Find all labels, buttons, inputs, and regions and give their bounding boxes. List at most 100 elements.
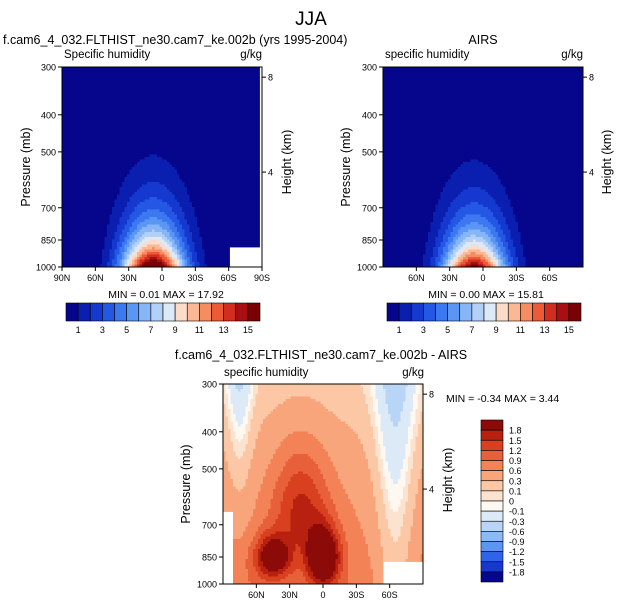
- colorbar-box: [447, 302, 461, 322]
- contour-cell: [253, 554, 259, 557]
- contour-cell: [420, 554, 424, 557]
- contour-cell: [418, 479, 424, 482]
- colorbar-box: [480, 520, 504, 532]
- contour-cell: [248, 436, 259, 440]
- x-tick-label: 60N: [408, 273, 425, 283]
- contour-cell: [450, 177, 499, 180]
- contour-cell: [167, 264, 170, 268]
- contour-cell: [378, 466, 384, 470]
- contour-cell: [378, 519, 389, 522]
- contour-cell: [510, 249, 516, 253]
- contour-cell: [313, 459, 331, 462]
- contour-cell: [62, 129, 260, 133]
- contour-cell: [400, 471, 406, 475]
- contour-cell: [378, 436, 384, 440]
- contour-cell: [204, 249, 230, 253]
- contour-cell: [383, 224, 431, 228]
- contour-cell: [518, 229, 584, 233]
- contour-cell: [458, 264, 461, 268]
- contour-cell: [62, 217, 110, 220]
- contour-cell: [127, 254, 130, 258]
- contour-cell: [368, 544, 381, 547]
- contour-cell: [177, 217, 185, 220]
- contour-cell: [348, 574, 374, 577]
- contour-cell: [117, 229, 123, 233]
- contour-cell: [233, 551, 249, 555]
- colorbar-box: [126, 302, 140, 322]
- contour-cell: [243, 421, 249, 425]
- contour-cell: [187, 259, 190, 263]
- contour-cell: [293, 506, 316, 510]
- contour-cell: [473, 239, 476, 243]
- contour-cell: [333, 501, 351, 505]
- contour-cell: [380, 456, 386, 460]
- contour-cell: [438, 249, 444, 253]
- contour-cell: [134, 192, 173, 195]
- contour-cell: [273, 524, 291, 527]
- contour-cell: [330, 491, 346, 495]
- contour-cell: [147, 244, 160, 248]
- contour-cell: [258, 574, 269, 577]
- contour-cell: [223, 416, 229, 420]
- contour-cell: [453, 237, 459, 240]
- contour-cell: [172, 244, 178, 248]
- contour-cell: [403, 514, 414, 517]
- contour-cell: [245, 429, 251, 432]
- contour-cell: [233, 481, 246, 485]
- contour-cell: [440, 192, 461, 195]
- contour-cell: [199, 232, 260, 235]
- contour-cell: [293, 554, 304, 557]
- contour-cell: [285, 569, 296, 572]
- y-tick-label: 400: [362, 110, 377, 120]
- contour-cell: [328, 521, 336, 525]
- contour-cell: [388, 496, 404, 500]
- contour-cell: [375, 444, 381, 447]
- contour-cell: [460, 227, 489, 230]
- contour-cell: [338, 471, 371, 475]
- contour-cell: [458, 257, 464, 260]
- colorbar-box: [211, 302, 224, 322]
- colorbar-label: -0.9: [509, 537, 525, 547]
- contour-cell: [172, 254, 178, 258]
- contour-cell: [510, 232, 521, 235]
- contour-cell: [423, 262, 431, 265]
- contour-cell: [142, 227, 163, 230]
- contour-cell: [383, 232, 429, 235]
- contour-cell: [443, 247, 449, 250]
- contour-cell: [383, 252, 426, 255]
- contour-cell: [233, 546, 249, 550]
- contour-cell: [465, 224, 484, 228]
- contour-cell: [343, 556, 349, 560]
- contour-cell: [238, 421, 244, 425]
- contour-cell: [333, 519, 341, 522]
- contour-cell: [363, 386, 371, 390]
- contour-cell: [365, 401, 374, 405]
- colorbar-box: [138, 302, 152, 322]
- contour-cell: [245, 479, 264, 482]
- contour-cell: [383, 384, 409, 387]
- contour-cell: [425, 247, 434, 250]
- contour-cell: [408, 494, 416, 497]
- contour-cell: [313, 481, 326, 485]
- contour-cell: [485, 264, 491, 268]
- contour-cell: [174, 252, 178, 255]
- contour-cell: [122, 264, 125, 268]
- contour-cell: [179, 202, 193, 205]
- contour-cell: [308, 559, 336, 562]
- contour-cell: [515, 247, 524, 250]
- contour-cell: [485, 239, 491, 243]
- contour-cell: [187, 262, 190, 265]
- contour-cell: [260, 484, 276, 487]
- contour-cell: [127, 247, 133, 250]
- contour-cell: [283, 439, 319, 442]
- contour-cell: [265, 579, 281, 582]
- contour-cell: [117, 194, 133, 198]
- contour-cell: [495, 227, 501, 230]
- contour-cell: [228, 399, 231, 402]
- contour-cell: [430, 259, 436, 263]
- contour-cell: [235, 454, 244, 457]
- contour-cell: [498, 174, 584, 178]
- contour-cell: [248, 434, 259, 437]
